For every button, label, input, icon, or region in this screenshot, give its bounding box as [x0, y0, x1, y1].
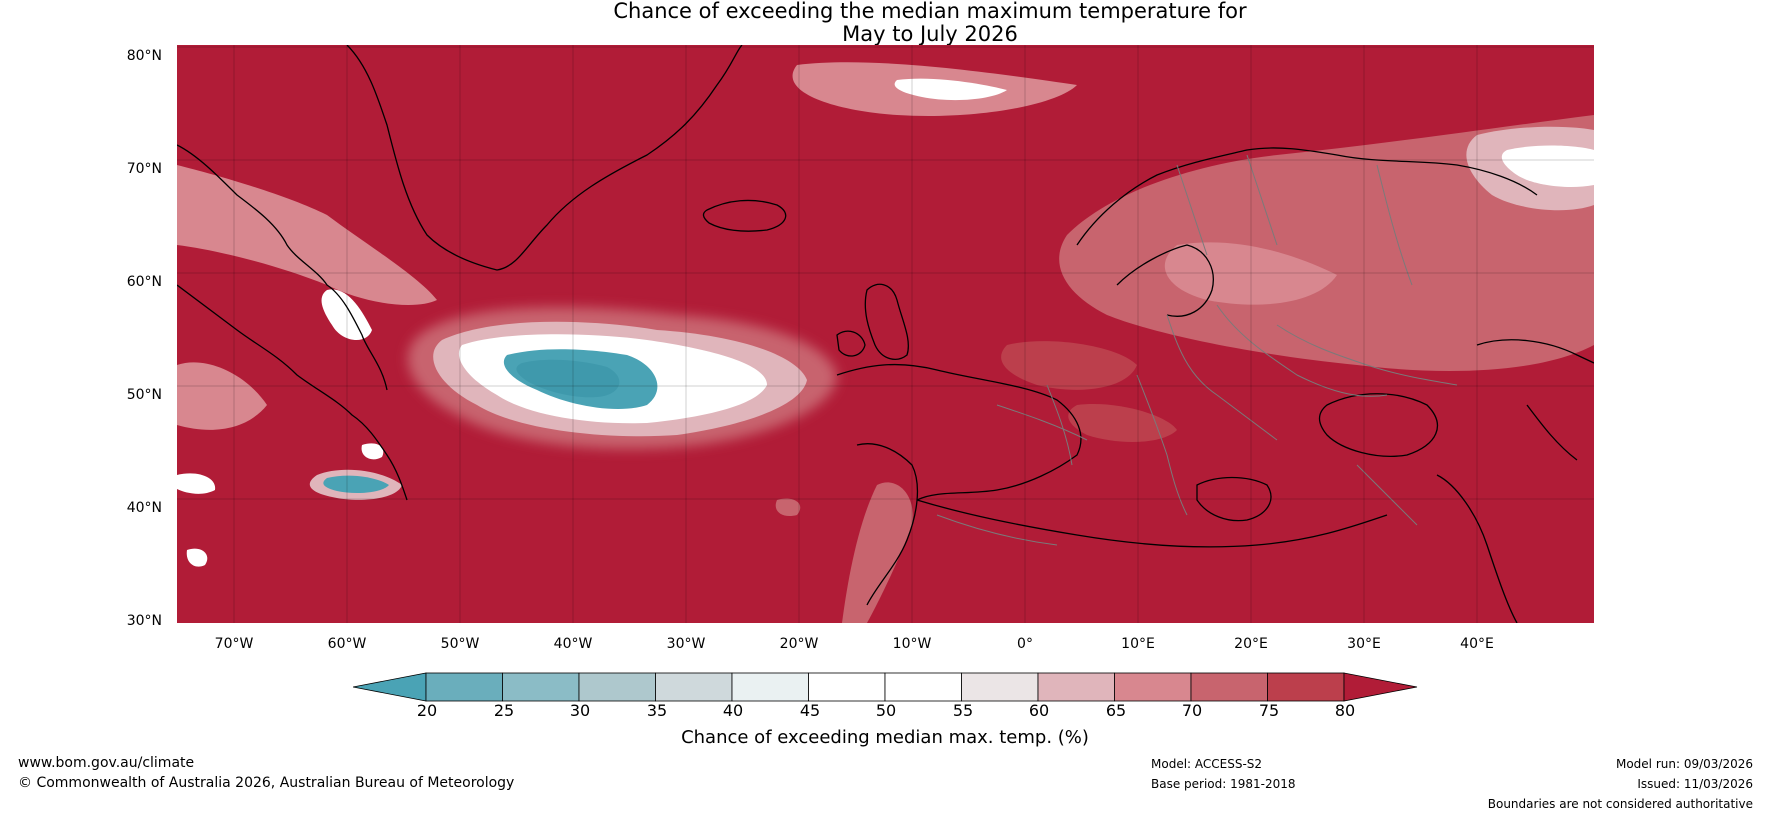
- lon-label-70w: 70°W: [214, 636, 254, 652]
- graticule: [177, 45, 1594, 623]
- colorbar-cell: [578, 672, 656, 702]
- lat-label-70n: 70°N: [126, 161, 162, 177]
- colorbar-cells: [353, 672, 1418, 702]
- footer-issued: Issued: 11/03/2026: [1637, 777, 1753, 791]
- colorbar-tick-55: 55: [952, 701, 974, 720]
- footer-model-run: Model run: 09/03/2026: [1615, 757, 1753, 771]
- lon-label-10e: 10°E: [1121, 636, 1155, 652]
- colorbar-cell: [961, 672, 1039, 702]
- colorbar-cell: [502, 672, 580, 702]
- colorbar-tick-75: 75: [1258, 701, 1280, 720]
- forecast-map: [177, 45, 1594, 623]
- lat-label-50n: 50°N: [126, 387, 162, 403]
- coastlines: [177, 45, 1594, 623]
- probability-shading: [177, 62, 1594, 623]
- colorbar-tick-60: 60: [1028, 701, 1050, 720]
- colorbar-tick-20: 20: [416, 701, 438, 720]
- colorbar-tick-30: 30: [569, 701, 591, 720]
- colorbar: [353, 672, 1418, 702]
- lat-label-40n: 40°N: [126, 500, 162, 516]
- lon-label-20e: 20°E: [1234, 636, 1268, 652]
- colorbar-tick-65: 65: [1105, 701, 1127, 720]
- lat-label-60n: 60°N: [126, 274, 162, 290]
- colorbar-tick-45: 45: [799, 701, 821, 720]
- title-line-2: May to July 2026: [842, 22, 1018, 46]
- colorbar-cell: [1190, 672, 1268, 702]
- map-panel: [177, 45, 1594, 623]
- colorbar-cell: [884, 672, 962, 702]
- colorbar-tick-25: 25: [493, 701, 515, 720]
- colorbar-tick-70: 70: [1181, 701, 1203, 720]
- lon-label-40e: 40°E: [1460, 636, 1494, 652]
- colorbar-label: Chance of exceeding median max. temp. (%…: [681, 727, 1089, 748]
- colorbar-tick-40: 40: [722, 701, 744, 720]
- lon-label-60w: 60°W: [327, 636, 367, 652]
- colorbar-tick-35: 35: [646, 701, 668, 720]
- footer-url: www.bom.gov.au/climate: [18, 755, 195, 771]
- colorbar-cell: [655, 672, 733, 702]
- lat-label-80n: 80°N: [126, 48, 162, 64]
- colorbar-cell: [1267, 672, 1345, 702]
- colorbar-extend-high: [1343, 672, 1418, 702]
- colorbar-tick-80: 80: [1334, 701, 1356, 720]
- lon-label-50w: 50°W: [440, 636, 480, 652]
- footer-copyright: © Commonwealth of Australia 2026, Austra…: [18, 775, 515, 791]
- colorbar-tick-50: 50: [875, 701, 897, 720]
- lon-label-0: 0°: [1017, 636, 1033, 652]
- footer-model: Model: ACCESS-S2: [1151, 757, 1263, 771]
- footer-base-period: Base period: 1981-2018: [1151, 777, 1296, 791]
- lon-label-10w: 10°W: [892, 636, 932, 652]
- lon-label-40w: 40°W: [553, 636, 593, 652]
- lon-label-30e: 30°E: [1347, 636, 1381, 652]
- title-line-1: Chance of exceeding the median maximum t…: [613, 0, 1247, 23]
- colorbar-extend-low: [353, 672, 427, 702]
- colorbar-cell: [1037, 672, 1115, 702]
- map-title: Chance of exceeding the median maximum t…: [0, 0, 1770, 46]
- footer-disclaimer: Boundaries are not considered authoritat…: [1487, 797, 1753, 811]
- colorbar-cell: [425, 672, 503, 702]
- colorbar-cell: [808, 672, 886, 702]
- colorbar-cell: [1114, 672, 1192, 702]
- country-borders: [936, 154, 1458, 546]
- lat-label-30n: 30°N: [126, 613, 162, 629]
- lon-label-30w: 30°W: [666, 636, 706, 652]
- colorbar-cell: [731, 672, 809, 702]
- lon-label-20w: 20°W: [779, 636, 819, 652]
